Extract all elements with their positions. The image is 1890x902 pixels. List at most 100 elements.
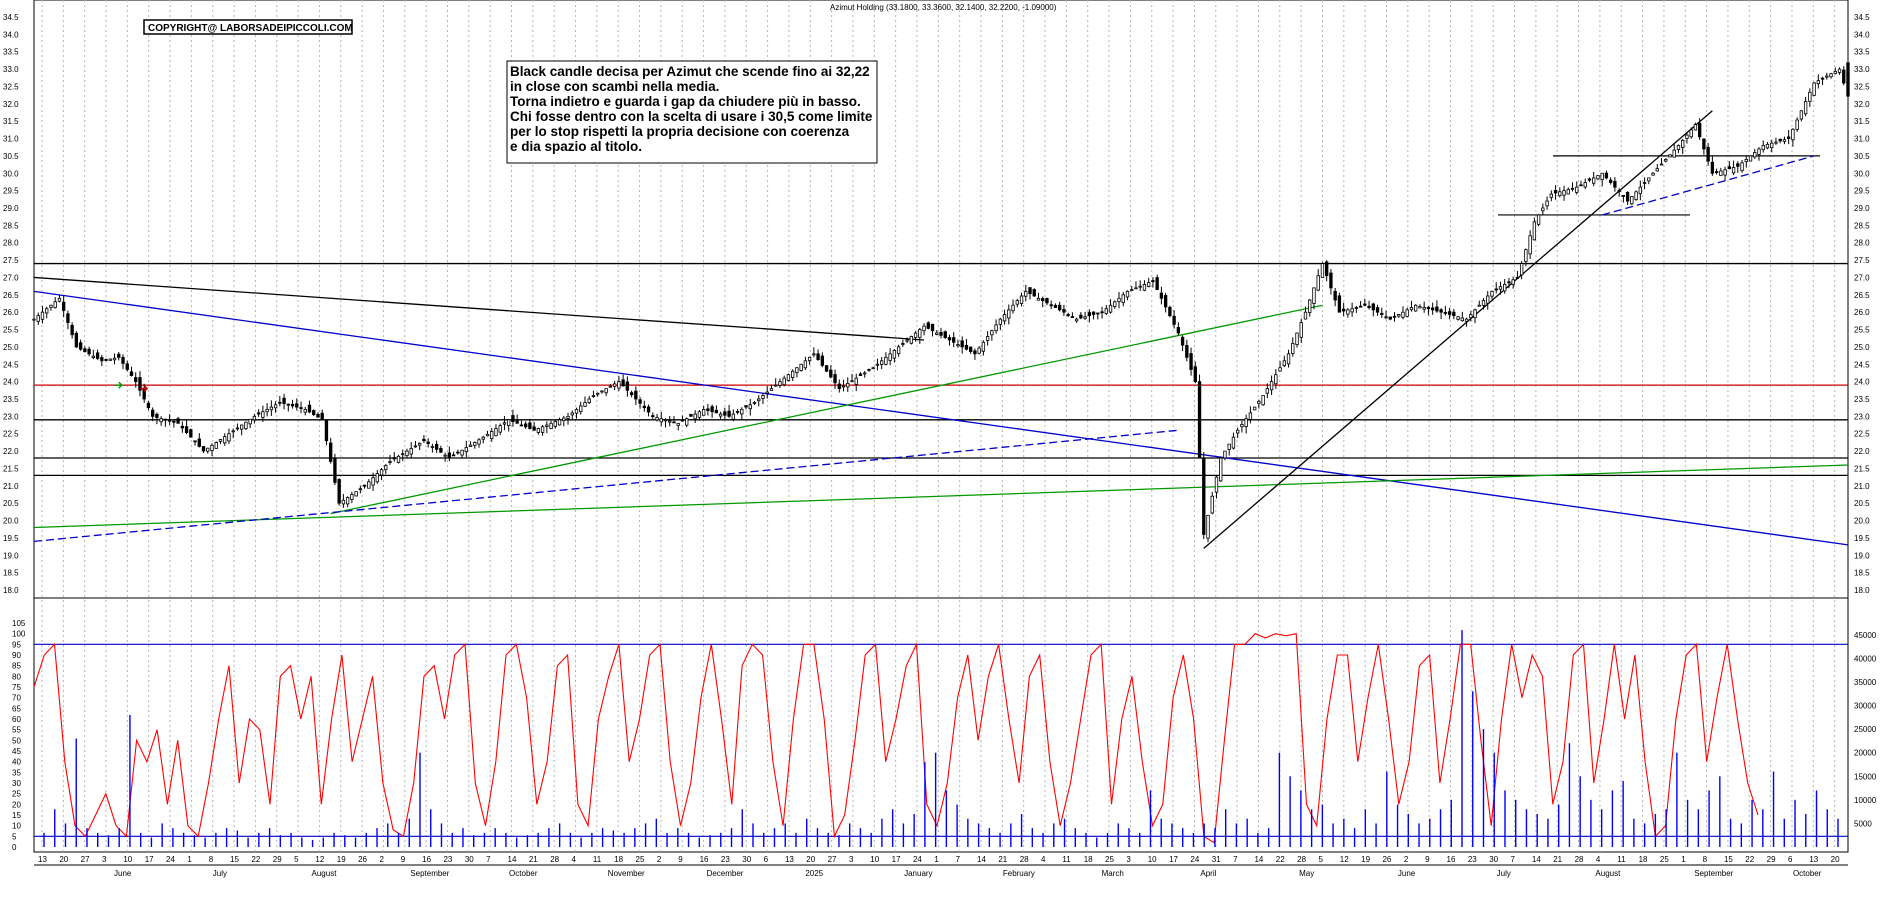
day-tick-label: 18: [1084, 855, 1093, 864]
candle: [1659, 163, 1664, 166]
candle: [718, 413, 723, 417]
candle: [1104, 308, 1108, 314]
candle: [1490, 290, 1494, 297]
candle: [1575, 186, 1579, 193]
candle: [1070, 316, 1075, 319]
day-tick-label: 25: [1660, 855, 1669, 864]
month-tick-label: August: [312, 869, 338, 878]
day-tick-label: 29: [1767, 855, 1776, 864]
candle: [1460, 317, 1464, 322]
candle: [1202, 457, 1206, 535]
candle: [1592, 177, 1596, 184]
candle: [1600, 172, 1604, 181]
month-tick-label: September: [1694, 869, 1733, 878]
oscillator-tick: 100: [12, 630, 26, 639]
trendline: [33, 464, 1849, 529]
candle: [87, 348, 91, 355]
price-tick-left: 23.5: [3, 395, 19, 404]
oscillator-tick: 90: [12, 651, 21, 660]
candle: [875, 363, 880, 366]
price-tick-left: 31.0: [3, 135, 19, 144]
candle: [1286, 353, 1291, 365]
candle: [240, 424, 244, 430]
candle: [375, 473, 379, 483]
candle: [95, 352, 100, 359]
candle: [867, 368, 871, 371]
candle: [1214, 476, 1219, 493]
candle: [1536, 214, 1541, 225]
candle: [646, 406, 651, 413]
candle: [1159, 292, 1164, 299]
candle: [689, 413, 693, 417]
candle: [1418, 305, 1422, 309]
oscillator-tick: 10: [12, 822, 21, 831]
candle: [401, 453, 405, 456]
candle: [1024, 290, 1028, 297]
candle: [1375, 307, 1380, 313]
grid-layer: [33, 0, 1849, 866]
candle: [1295, 332, 1299, 346]
price-tick-left: 22.0: [3, 447, 19, 456]
price-tick-right: 22.5: [1854, 430, 1870, 439]
candle: [638, 399, 642, 404]
candle: [362, 484, 367, 487]
candle: [608, 385, 613, 388]
candle: [1193, 366, 1197, 383]
candle: [261, 411, 265, 418]
candle: [973, 350, 977, 355]
candle: [439, 447, 443, 453]
oscillator-tick: 60: [12, 715, 21, 724]
candle: [625, 381, 630, 391]
candle: [1121, 294, 1125, 303]
candle: [1570, 187, 1575, 190]
volume-tick: 25000: [1854, 725, 1877, 734]
candle: [651, 415, 655, 417]
candle: [731, 413, 735, 420]
oscillator-tick: 75: [12, 683, 21, 692]
day-tick-label: 28: [1297, 855, 1306, 864]
candle: [1464, 318, 1469, 322]
candle: [1074, 318, 1079, 322]
candle: [1621, 195, 1626, 197]
candle: [286, 403, 290, 406]
day-tick-label: 3: [102, 855, 107, 864]
candle: [1346, 309, 1350, 315]
candle: [1261, 395, 1265, 406]
candle: [197, 438, 201, 447]
candle: [316, 413, 320, 418]
price-tick-left: 18.5: [3, 569, 19, 578]
candle: [303, 409, 307, 413]
candle: [1384, 316, 1388, 319]
price-tick-right: 34.0: [1854, 30, 1870, 39]
candle: [1032, 289, 1036, 297]
candle: [329, 442, 333, 462]
candle: [846, 382, 850, 388]
day-tick-label: 6: [764, 855, 769, 864]
candle: [324, 420, 329, 442]
trendline: [330, 304, 1323, 515]
candle: [1231, 436, 1236, 449]
candle: [583, 402, 587, 407]
candle: [562, 417, 566, 421]
price-tick-right: 25.5: [1854, 326, 1870, 335]
price-tick-right: 21.5: [1854, 464, 1870, 473]
candle: [70, 324, 74, 336]
oscillator-tick: 95: [12, 640, 21, 649]
day-tick-label: 7: [1511, 855, 1516, 864]
oscillator-tick: 25: [12, 790, 21, 799]
price-tick-right: 18.0: [1854, 586, 1870, 595]
candle: [1265, 388, 1270, 394]
candle: [481, 436, 485, 440]
candle: [1638, 186, 1642, 195]
candle: [53, 301, 57, 308]
candle: [744, 405, 748, 408]
candle: [1091, 311, 1096, 315]
candle: [841, 385, 846, 388]
oscillator-tick: 70: [12, 694, 21, 703]
candle: [816, 353, 820, 361]
annotation-box: Black candle decisa per Azimut che scend…: [506, 60, 878, 164]
chart-title: Azimut Holding (33.1800, 33.3600, 32.140…: [830, 3, 1057, 12]
candle: [1053, 304, 1058, 308]
price-tick-left: 19.5: [3, 534, 19, 543]
candle: [1541, 207, 1545, 212]
